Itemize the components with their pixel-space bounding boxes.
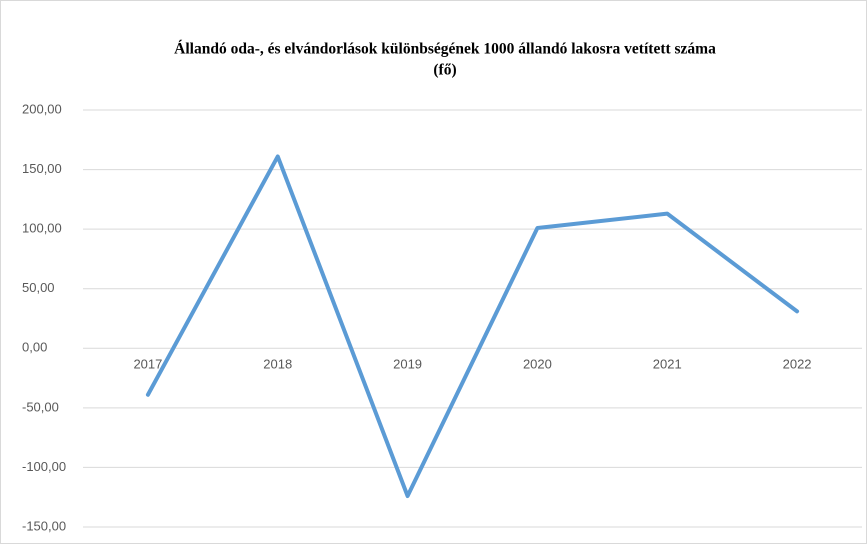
x-tick-label: 2019 bbox=[393, 357, 422, 372]
y-tick-label: 150,00 bbox=[22, 161, 62, 176]
chart-title: (fő) bbox=[433, 62, 456, 79]
x-tick-label: 2022 bbox=[783, 357, 812, 372]
y-tick-label: 200,00 bbox=[22, 101, 62, 116]
x-tick-label: 2017 bbox=[133, 357, 162, 372]
y-tick-label: -50,00 bbox=[22, 399, 59, 414]
y-tick-label: 100,00 bbox=[22, 221, 62, 236]
y-tick-label: 0,00 bbox=[22, 340, 47, 355]
y-tick-label: 50,00 bbox=[22, 280, 55, 295]
y-tick-label: -150,00 bbox=[22, 518, 66, 533]
chart-title: Állandó oda-, és elvándorlások különbség… bbox=[174, 41, 716, 58]
data-line bbox=[145, 154, 800, 499]
x-tick-label: 2020 bbox=[523, 357, 552, 372]
x-tick-label: 2018 bbox=[263, 357, 292, 372]
y-tick-label: -100,00 bbox=[22, 459, 66, 474]
x-tick-label: 2021 bbox=[653, 357, 682, 372]
